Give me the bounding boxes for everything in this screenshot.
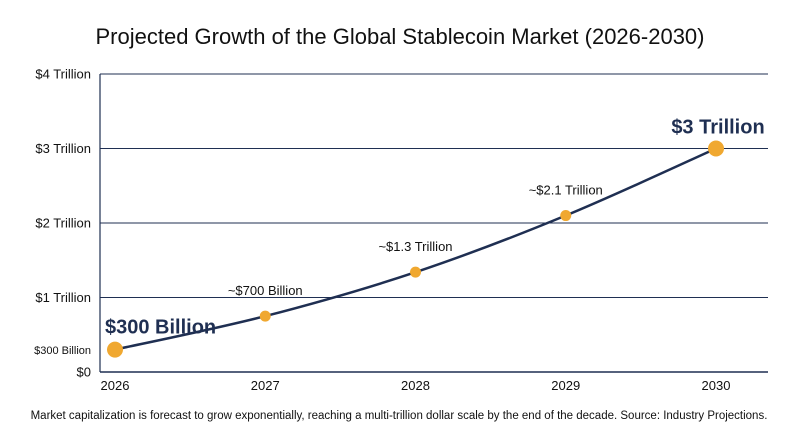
- data-label: ~$700 Billion: [228, 283, 303, 298]
- data-point: [107, 341, 123, 358]
- data-label: $300 Billion: [105, 317, 216, 339]
- chart-title: Projected Growth of the Global Stablecoi…: [96, 24, 705, 49]
- y-tick-label: $300 Billion: [34, 345, 91, 357]
- data-label: ~$1.3 Trillion: [378, 239, 452, 254]
- x-tick-label: 2026: [101, 378, 130, 393]
- y-tick-label: $2 Trillion: [35, 216, 91, 231]
- x-axis: 2026 2027 2028 2029 2030: [101, 378, 731, 393]
- data-point: [560, 210, 572, 222]
- y-tick-label: $0: [77, 365, 91, 380]
- data-point: [708, 140, 724, 157]
- x-tick-label: 2029: [551, 378, 580, 393]
- data-label: $3 Trillion: [671, 117, 764, 139]
- data-point: [410, 266, 421, 278]
- y-tick-label: $1 Trillion: [35, 290, 91, 305]
- y-tick-label: $4 Trillion: [35, 67, 91, 82]
- data-point: [259, 310, 271, 322]
- x-tick-label: 2030: [702, 378, 731, 393]
- data-points: [107, 140, 724, 358]
- x-tick-label: 2027: [251, 378, 280, 393]
- grid: [99, 73, 768, 373]
- y-tick-label: $3 Trillion: [35, 141, 91, 156]
- y-axis: $0 $300 Billion $1 Trillion $2 Trillion $3 T…: [34, 67, 91, 380]
- x-tick-label: 2028: [401, 378, 430, 393]
- chart-caption: Market capitalization is forecast to gro…: [31, 410, 768, 422]
- data-labels: $300 Billion ~$700 Billion ~$1.3 Trillion ~…: [105, 117, 765, 339]
- data-label: ~$2.1 Trillion: [529, 183, 603, 198]
